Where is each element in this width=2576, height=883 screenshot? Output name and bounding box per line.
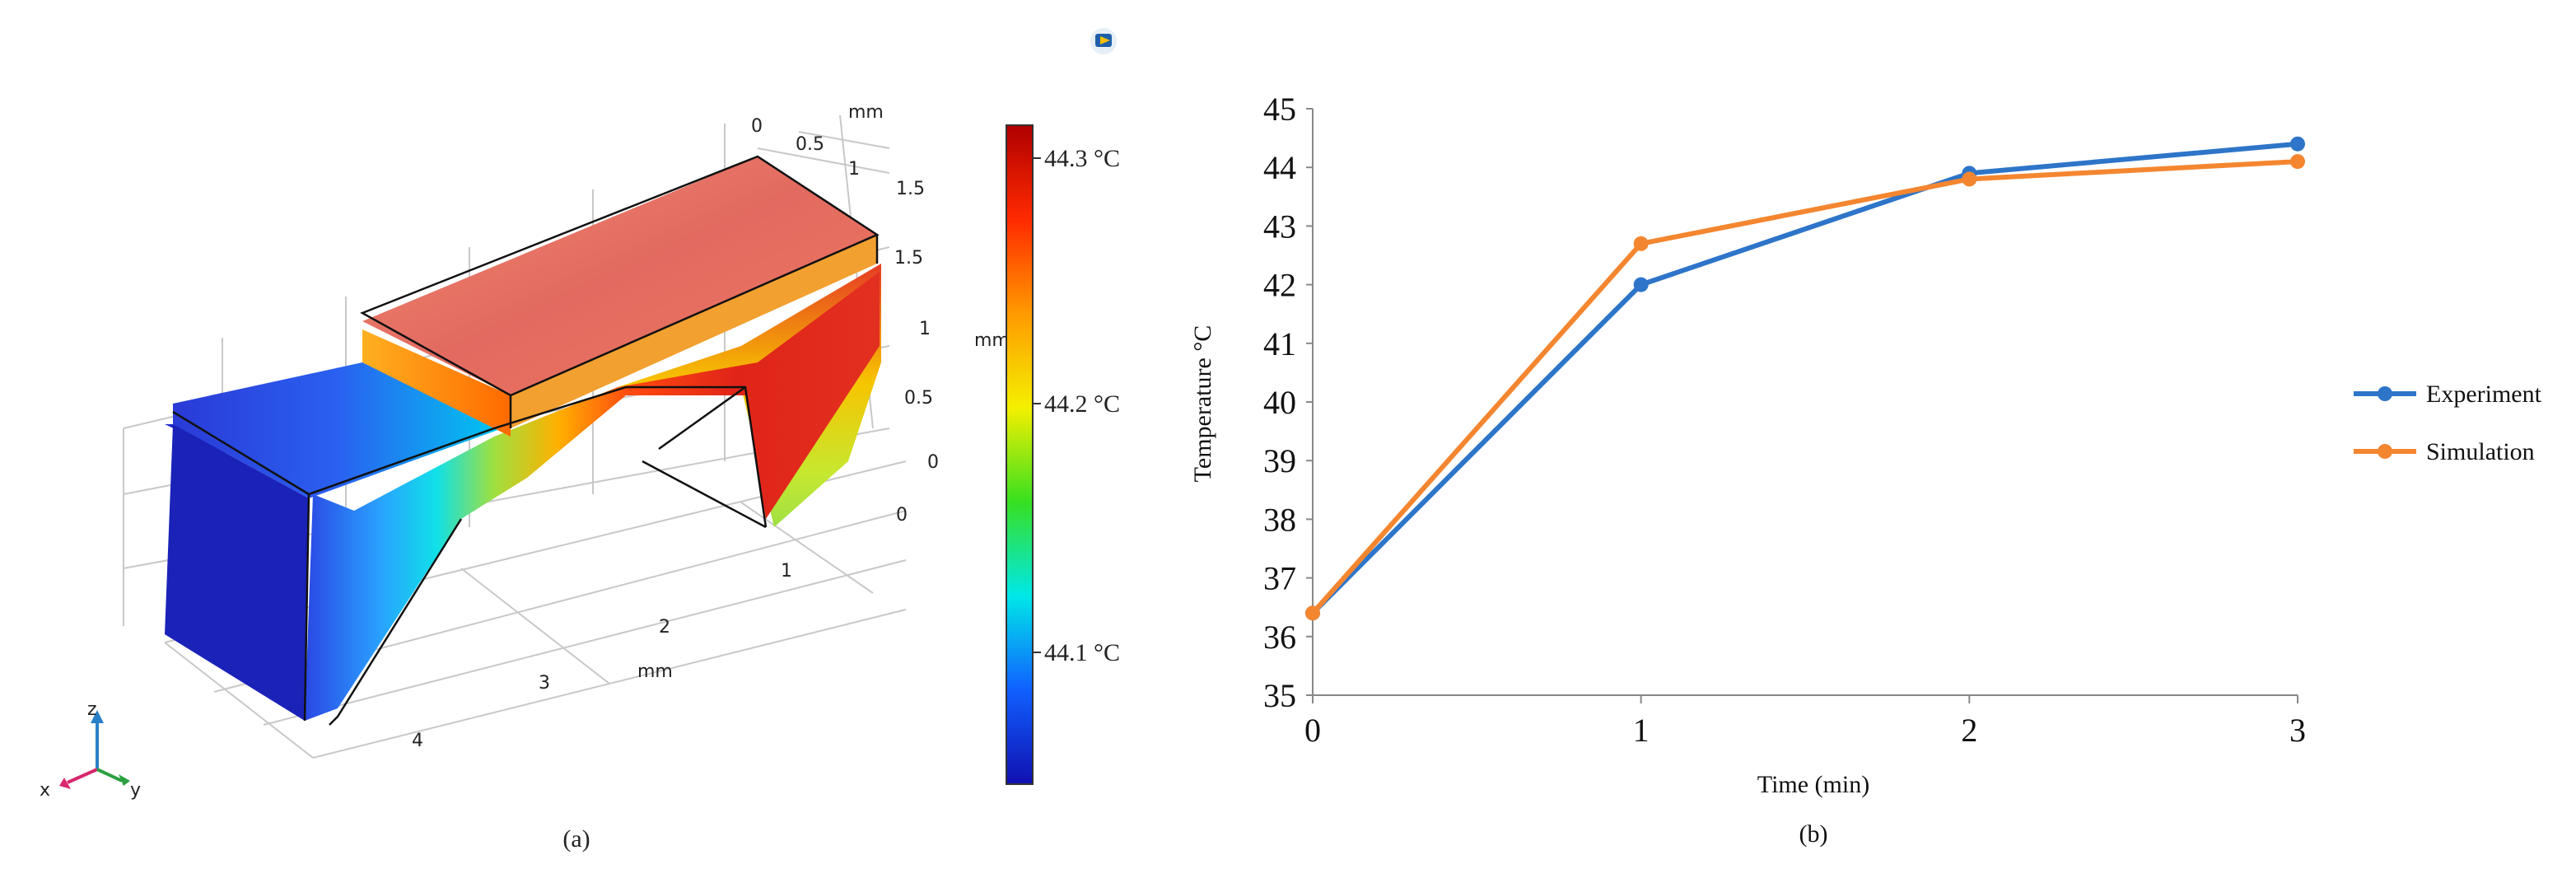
legend-swatch-marker <box>2378 444 2392 459</box>
chart-legend: Experiment Simulation <box>2354 381 2542 465</box>
cap-strip <box>362 329 511 437</box>
triad-x-axis <box>67 768 98 784</box>
y-tick-label: 44 <box>1263 149 1296 186</box>
z-tick: 0 <box>927 452 939 473</box>
x-tick-label: 1 <box>1633 712 1650 749</box>
triad-x-arrow <box>59 778 71 789</box>
y-tick-label: 39 <box>1263 442 1296 479</box>
data-point-experiment <box>2290 136 2305 152</box>
temperature-line-chart: 35 36 37 38 39 40 41 42 43 44 45 0 1 2 3 Temperature … <box>1189 91 2542 848</box>
z-tick: 0.5 <box>904 388 933 409</box>
colorbar-label-mid: 44.2 °C <box>1044 390 1120 418</box>
legend-swatch-marker <box>2378 386 2392 401</box>
floor-line <box>460 568 610 684</box>
panel-a-caption: (a) <box>562 825 590 853</box>
series-line-experiment <box>1310 141 2298 615</box>
axis-triad: z x y <box>40 699 141 801</box>
cold-block-side <box>165 424 309 721</box>
colorbar-label-low: 44.1 °C <box>1044 639 1120 666</box>
colorbar-label-high: 44.3 °C <box>1044 145 1120 172</box>
mm-x-label: mm <box>637 661 673 682</box>
y-tick-label: 42 <box>1263 267 1296 304</box>
cold-block-top <box>173 362 502 498</box>
wireframe <box>172 155 880 726</box>
mm-z-label: mm <box>974 330 1010 351</box>
y-tick-label: 45 <box>1263 91 1296 128</box>
y-tick-label: 43 <box>1263 208 1296 245</box>
y-tick-label: 40 <box>1263 384 1296 421</box>
y-axis-title: Temperature °C <box>1189 325 1216 483</box>
legend-label: Experiment <box>2426 381 2542 408</box>
data-point-simulation <box>2290 154 2305 170</box>
triad-z-arrow <box>91 710 104 723</box>
x-tick-label: 3 <box>2289 712 2306 749</box>
wire-body <box>172 385 768 722</box>
data-point-simulation <box>1633 236 1649 251</box>
legend-label: Simulation <box>2426 438 2535 465</box>
floor-line <box>164 642 314 759</box>
x-tick: 0 <box>896 505 908 526</box>
triad-z-label: z <box>87 699 97 720</box>
colorbar <box>1006 124 1034 785</box>
data-point-simulation <box>1962 171 1977 187</box>
thermal-model-panel: mm 0 0.5 1 1.5 1.5 1 mm 0.5 0 0 1 2 mm 3… <box>40 28 1120 853</box>
data-point-simulation <box>1305 605 1320 621</box>
floor-line <box>263 559 907 726</box>
y-tick-label: 37 <box>1263 560 1296 597</box>
x-tick-label: 2 <box>1961 712 1977 749</box>
z-tick: 1.5 <box>894 248 923 269</box>
floor-line <box>740 502 874 594</box>
top-cap <box>362 157 877 395</box>
triad-x-label: x <box>40 780 50 801</box>
front-face <box>165 272 880 721</box>
viewer-icon-play <box>1100 36 1110 44</box>
y-tick: 1.5 <box>896 179 925 199</box>
top-cap-edge <box>511 235 877 428</box>
wall-line <box>757 147 890 174</box>
data-point-experiment <box>1633 277 1649 292</box>
wire-leg <box>329 460 767 726</box>
viewer-toolbar-icon[interactable] <box>1090 28 1117 54</box>
panel-b-caption: (b) <box>1799 820 1828 848</box>
wall-line <box>798 131 890 149</box>
y-tick: 1 <box>848 159 860 180</box>
x-tick: 4 <box>412 731 423 751</box>
x-tick: 1 <box>781 561 792 582</box>
triad-y-axis <box>96 768 123 783</box>
triad-y-arrow <box>119 774 130 786</box>
y-tick-label: 38 <box>1263 501 1296 538</box>
y-tick-label: 35 <box>1263 677 1296 714</box>
x-axis-title: Time (min) <box>1757 771 1869 798</box>
z-tick: 1 <box>919 319 931 339</box>
y-tick-label: 36 <box>1263 619 1296 656</box>
mm-top-label: mm <box>848 102 884 123</box>
x-tick: 2 <box>659 617 670 638</box>
triad-y-label: y <box>130 780 141 801</box>
series-line-simulation <box>1310 159 2298 615</box>
y-tick-label: 41 <box>1263 325 1296 362</box>
x-tick-label: 0 <box>1304 712 1321 749</box>
x-tick: 3 <box>539 673 550 694</box>
y-tick: 0 <box>751 116 763 137</box>
y-tick: 0.5 <box>796 134 824 155</box>
